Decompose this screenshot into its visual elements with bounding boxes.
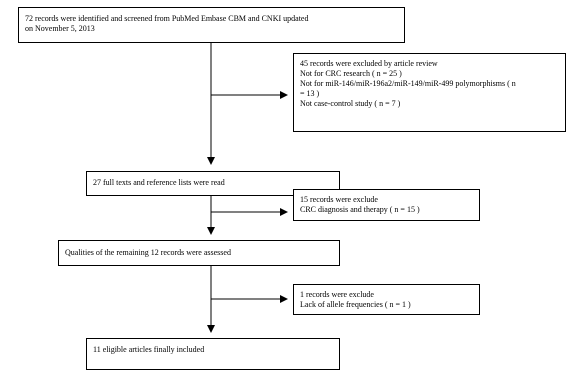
exclusion-1-line-2: Not for CRC research ( n = 25 ) [300,69,402,78]
box-qualities-assessed-text: Qualities of the remaining 12 records we… [65,248,231,257]
exclusion-1-line-5: Not case-control study ( n = 7 ) [300,99,401,108]
exclusion-1-line-4: = 13 ) [300,89,320,98]
box-records-identified-line-1: 72 records were identified and screened … [25,14,309,23]
exclusion-3-line-2: Lack of allele frequencies ( n = 1 ) [300,300,411,309]
exclusion-1-line-3: Not for miR-146/miR-196a2/miR-149/miR-49… [300,79,516,88]
box-qualities-assessed: Qualities of the remaining 12 records we… [58,240,340,266]
box-exclusion-article-review: 45 records were excluded by article revi… [293,53,566,132]
box-records-identified: 72 records were identified and screened … [18,7,405,43]
exclusion-1-line-1: 45 records were excluded by article revi… [300,59,438,68]
box-full-texts-read-text: 27 full texts and reference lists were r… [93,178,225,187]
exclusion-2-line-1: 15 records were exclude [300,195,378,204]
box-eligible-articles: 11 eligible articles finally included [86,338,340,370]
box-exclusion-allele-frequencies: 1 records were exclude Lack of allele fr… [293,284,480,315]
exclusion-2-line-2: CRC diagnosis and therapy ( n = 15 ) [300,205,420,214]
box-exclusion-crc-diagnosis: 15 records were exclude CRC diagnosis an… [293,189,480,221]
box-records-identified-line-2: on November 5, 2013 [25,24,95,33]
box-eligible-articles-text: 11 eligible articles finally included [93,345,205,354]
exclusion-3-line-1: 1 records were exclude [300,290,374,299]
